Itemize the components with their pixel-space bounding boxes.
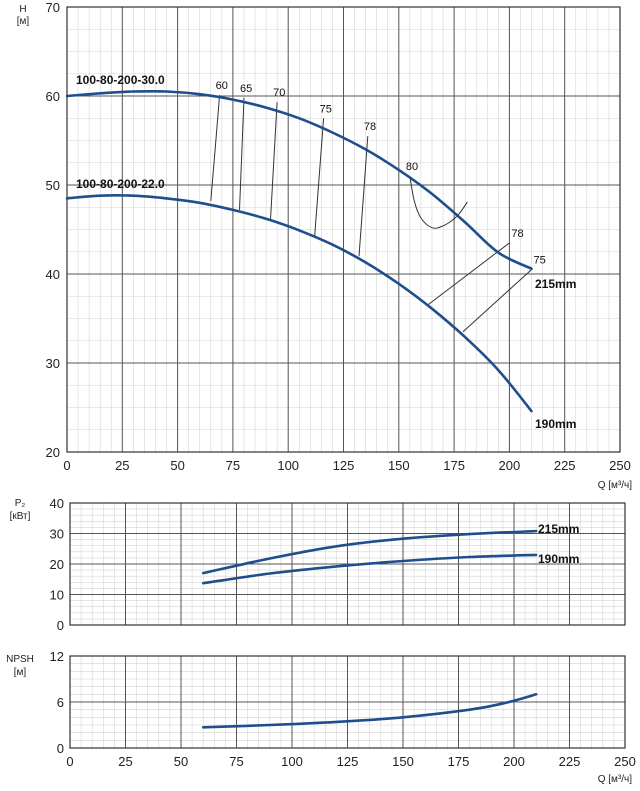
- head-curve-215mm: [65, 89, 533, 270]
- efficiency-line-78: [358, 136, 369, 257]
- npsh-y-tick-labels: 0 6 12: [50, 649, 64, 756]
- npsh-y-axis-unit: [м]: [14, 667, 27, 678]
- x-tick-label: 250: [609, 458, 631, 473]
- x-tick-label: 0: [66, 754, 73, 769]
- npsh-x-tick-labels: 0 25 50 75 100 125 150 175 200 225 250: [66, 754, 635, 769]
- power-y-axis-unit: [кВт]: [10, 511, 31, 522]
- head-chart-panel: 60 65 70 75 78 80 78 75 0 25 50 75 100 125 150 175 200 2…: [17, 0, 632, 491]
- plot-frame: [69, 655, 626, 749]
- power-chart-panel: 0 10 20 30 40 215mm 190mm P₂ [кВт]: [10, 496, 626, 633]
- head-y-axis-title: H: [19, 4, 26, 15]
- x-tick-label: 100: [277, 458, 299, 473]
- power-label-190mm: 190mm: [538, 552, 579, 566]
- y-tick-label: 30: [50, 527, 64, 542]
- head-x-axis-title: Q [м³/ч]: [598, 480, 633, 491]
- model-label-30kw: 100-80-200-30.0: [76, 73, 165, 87]
- x-tick-label: 0: [63, 458, 70, 473]
- head-curve-labels: 100-80-200-30.0 100-80-200-22.0 215mm 19…: [76, 73, 576, 431]
- npsh-chart-panel: 0 25 50 75 100 125 150 175 200 225 250 0 6 12 NPSH […: [6, 649, 636, 785]
- x-tick-label: 150: [392, 754, 414, 769]
- x-tick-label: 200: [503, 754, 525, 769]
- y-tick-label: 60: [46, 89, 60, 104]
- y-tick-label: 70: [46, 0, 60, 15]
- head-y-tick-labels: 20 30 40 50 60 70: [46, 0, 60, 460]
- x-tick-label: 175: [443, 458, 465, 473]
- power-major-grid: [69, 502, 626, 626]
- efficiency-label-80: 80: [406, 161, 418, 173]
- npsh-series: [201, 693, 538, 729]
- x-tick-label: 250: [614, 754, 636, 769]
- head-series: [65, 89, 533, 413]
- plot-frame: [66, 6, 621, 453]
- x-tick-label: 200: [499, 458, 521, 473]
- efficiency-line-78: [427, 242, 510, 306]
- x-tick-label: 50: [170, 458, 184, 473]
- efficiency-label-75: 75: [320, 103, 332, 115]
- x-tick-label: 75: [226, 458, 240, 473]
- npsh-curve-npsh: [201, 693, 538, 729]
- y-tick-label: 30: [46, 356, 60, 371]
- y-tick-label: 0: [57, 618, 64, 633]
- head-efficiency-lines: 60 65 70 75 78 80 78 75: [210, 80, 546, 333]
- head-curve-190mm: [65, 194, 533, 413]
- y-tick-label: 10: [50, 588, 64, 603]
- y-tick-label: 40: [50, 496, 64, 511]
- power-y-axis-title: P₂: [15, 498, 26, 509]
- model-label-22kw: 100-80-200-22.0: [76, 177, 165, 191]
- y-tick-label: 6: [57, 695, 64, 710]
- npsh-y-axis-title: NPSH: [6, 654, 34, 665]
- y-tick-label: 12: [50, 649, 64, 664]
- x-tick-label: 25: [115, 458, 129, 473]
- power-series: [201, 529, 538, 585]
- y-tick-label: 40: [46, 267, 60, 282]
- efficiency-label-60: 60: [216, 80, 228, 92]
- npsh-major-grid: [69, 655, 626, 749]
- x-tick-label: 125: [337, 754, 359, 769]
- plot-frame: [69, 502, 626, 626]
- head-x-tick-labels: 0 25 50 75 100 125 150 175 200 225 250: [63, 458, 630, 473]
- x-tick-label: 175: [448, 754, 470, 769]
- y-tick-label: 20: [50, 557, 64, 572]
- efficiency-line-75: [462, 269, 532, 333]
- y-tick-label: 0: [57, 741, 64, 756]
- efficiency-line-65: [239, 97, 245, 210]
- efficiency-label-78: 78: [364, 121, 376, 133]
- power-curve-labels: 215mm 190mm: [538, 522, 579, 566]
- efficiency-line-80: [409, 176, 468, 229]
- efficiency-label-70: 70: [273, 87, 285, 99]
- impeller-label-215mm: 215mm: [535, 277, 576, 291]
- x-tick-label: 150: [388, 458, 410, 473]
- head-y-axis-unit: [м]: [17, 16, 30, 27]
- power-curve-215mm: [201, 529, 538, 575]
- x-tick-label: 225: [554, 458, 576, 473]
- x-tick-label: 50: [174, 754, 188, 769]
- x-tick-label: 25: [118, 754, 132, 769]
- x-tick-label: 125: [333, 458, 355, 473]
- x-tick-label: 100: [281, 754, 303, 769]
- y-tick-label: 50: [46, 178, 60, 193]
- efficiency-label-75: 75: [534, 255, 546, 267]
- head-major-grid: [66, 6, 621, 453]
- power-label-215mm: 215mm: [538, 522, 579, 536]
- efficiency-label-65: 65: [240, 83, 252, 95]
- efficiency-label-78: 78: [511, 228, 523, 240]
- npsh-x-axis-title: Q [м³/ч]: [598, 774, 633, 785]
- power-y-tick-labels: 0 10 20 30 40: [50, 496, 64, 633]
- x-tick-label: 225: [559, 754, 581, 769]
- efficiency-line-75: [314, 118, 325, 236]
- power-curve-190mm: [201, 553, 538, 585]
- impeller-label-190mm: 190mm: [535, 417, 576, 431]
- x-tick-label: 75: [229, 754, 243, 769]
- efficiency-line-60: [210, 95, 221, 202]
- y-tick-label: 20: [46, 445, 60, 460]
